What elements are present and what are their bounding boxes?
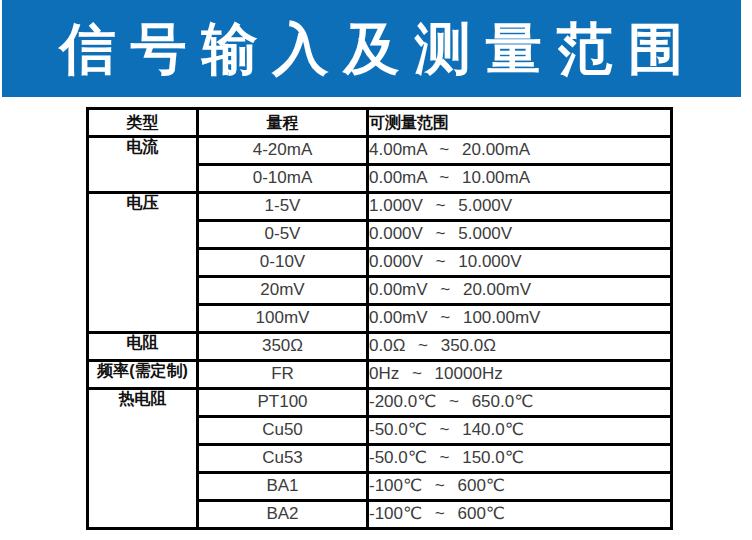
table-row: 热电阻 PT100 -200.0℃ ~ 650.0℃	[88, 389, 672, 417]
measurable-cell: 0.00mV ~ 100.00mV	[368, 305, 672, 333]
range-cell: FR	[198, 361, 368, 389]
measurable-cell: 4.00mA ~ 20.00mA	[368, 137, 672, 165]
table-row: 电压 1-5V 1.000V ~ 5.000V	[88, 193, 672, 221]
measurable-cell: 0.000V ~ 5.000V	[368, 221, 672, 249]
range-cell: PT100	[198, 389, 368, 417]
column-header-measurable: 可测量范围	[368, 109, 672, 137]
measurable-cell: 0.0Ω ~ 350.0Ω	[368, 333, 672, 361]
type-cell: 热电阻	[88, 389, 198, 529]
type-cell: 电流	[88, 137, 198, 193]
table-row: 电阻 350Ω 0.0Ω ~ 350.0Ω	[88, 333, 672, 361]
measurable-cell: 0.00mV ~ 20.00mV	[368, 277, 672, 305]
range-cell: 20mV	[198, 277, 368, 305]
measurable-cell: -50.0℃ ~ 150.0℃	[368, 445, 672, 473]
range-cell: 4-20mA	[198, 137, 368, 165]
range-cell: 1-5V	[198, 193, 368, 221]
range-cell: BA1	[198, 473, 368, 501]
range-cell: 0-10V	[198, 249, 368, 277]
range-cell: 100mV	[198, 305, 368, 333]
measurable-cell: -200.0℃ ~ 650.0℃	[368, 389, 672, 417]
measurable-cell: 1.000V ~ 5.000V	[368, 193, 672, 221]
measurable-cell: 0.000V ~ 10.000V	[368, 249, 672, 277]
page-title: 信号输入及测量范围	[60, 21, 699, 77]
range-cell: 0-10mA	[198, 165, 368, 193]
measurable-cell: -50.0℃ ~ 140.0℃	[368, 417, 672, 445]
table-row: 电流 4-20mA 4.00mA ~ 20.00mA	[88, 137, 672, 165]
header-row: 类型 量程 可测量范围	[88, 109, 672, 137]
type-cell: 电压	[88, 193, 198, 333]
column-header-type: 类型	[88, 109, 198, 137]
column-header-range: 量程	[198, 109, 368, 137]
table-row: 频率(需定制) FR 0Hz ~ 10000Hz	[88, 361, 672, 389]
measurable-cell: 0.00mA ~ 10.00mA	[368, 165, 672, 193]
type-cell: 电阻	[88, 333, 198, 361]
range-cell: 350Ω	[198, 333, 368, 361]
title-banner: 信号输入及测量范围	[2, 0, 741, 97]
measurable-cell: -100℃ ~ 600℃	[368, 501, 672, 529]
range-cell: Cu50	[198, 417, 368, 445]
range-cell: 0-5V	[198, 221, 368, 249]
range-cell: BA2	[198, 501, 368, 529]
measurable-cell: 0Hz ~ 10000Hz	[368, 361, 672, 389]
type-cell: 频率(需定制)	[88, 361, 198, 389]
range-cell: Cu53	[198, 445, 368, 473]
measurable-cell: -100℃ ~ 600℃	[368, 473, 672, 501]
signal-range-table: 类型 量程 可测量范围 电流 4-20mA 4.00mA ~ 20.00mA 0…	[86, 107, 673, 530]
